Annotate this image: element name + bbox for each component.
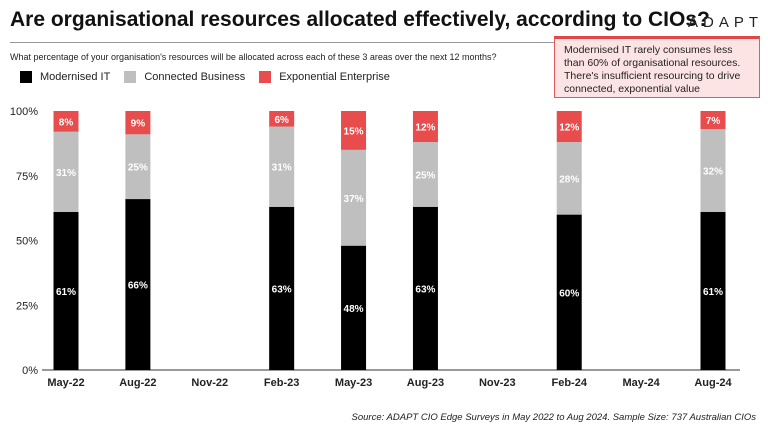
bar-segment (125, 199, 151, 370)
data-label: 63% (272, 284, 292, 295)
bar-segment (269, 206, 295, 370)
bar-segment (341, 111, 367, 150)
bar-segment (341, 245, 367, 370)
survey-question: What percentage of your organisation's r… (10, 52, 497, 62)
bar-segment (412, 111, 438, 143)
data-label: 66% (128, 281, 148, 292)
data-label: 9% (131, 119, 146, 130)
x-tick-label: Feb-23 (264, 377, 299, 389)
data-label: 32% (703, 167, 723, 178)
y-tick-label: 75% (16, 171, 38, 183)
legend-swatch (20, 71, 32, 83)
legend-label: Exponential Enterprise (279, 71, 390, 83)
data-label: 37% (344, 194, 364, 205)
bar-segment (125, 111, 151, 135)
x-tick-label: Nov-22 (191, 377, 228, 389)
x-tick-label: May-23 (335, 377, 372, 389)
bar-segment (53, 111, 79, 132)
bar-segment (125, 134, 151, 200)
x-tick-label: May-24 (622, 377, 660, 389)
bar-segment (412, 206, 438, 370)
bar-segment (700, 212, 726, 370)
bar-segment (556, 111, 582, 143)
data-label: 61% (703, 287, 723, 298)
legend-label: Connected Business (144, 71, 246, 83)
bar-segment (53, 212, 79, 370)
data-label: 7% (706, 116, 721, 127)
y-tick-label: 50% (16, 236, 38, 248)
y-tick-label: 0% (22, 365, 38, 377)
data-label: 31% (56, 168, 76, 179)
x-tick-label: Feb-24 (551, 377, 587, 389)
data-label: 61% (56, 287, 76, 298)
data-label: 60% (559, 288, 579, 299)
bar-segment (341, 149, 367, 246)
y-tick-label: 100% (10, 106, 38, 118)
x-tick-label: Aug-24 (694, 377, 732, 389)
legend-swatch (124, 71, 137, 83)
data-label: 48% (344, 304, 364, 315)
legend-swatch (259, 71, 272, 83)
legend-item: Modernised IT (20, 71, 110, 83)
x-tick-label: Nov-23 (479, 377, 516, 389)
x-tick-label: Aug-23 (407, 377, 444, 389)
data-label: 12% (559, 123, 579, 134)
bar-segment (556, 214, 582, 370)
page-title: Are organisational resources allocated e… (10, 8, 710, 31)
bar-segment (700, 111, 726, 130)
bar-segment (556, 142, 582, 215)
data-label: 8% (59, 117, 74, 128)
annotation-box: Modernised IT rarely consumes less than … (554, 36, 760, 98)
x-tick-label: Aug-22 (119, 377, 156, 389)
data-label: 63% (415, 284, 435, 295)
data-label: 25% (415, 170, 435, 181)
data-label: 6% (274, 115, 289, 126)
legend-item: Exponential Enterprise (259, 71, 390, 83)
legend-label: Modernised IT (40, 71, 111, 83)
data-label: 12% (415, 123, 435, 134)
y-tick-label: 25% (16, 300, 38, 312)
bar-segment (269, 111, 295, 127)
adapt-logo: ADAPT (688, 14, 764, 31)
bar-segment (53, 131, 79, 213)
legend-item: Connected Business (124, 71, 245, 83)
data-label: 15% (344, 126, 364, 137)
data-label: 31% (272, 163, 292, 174)
bar-segment (700, 129, 726, 213)
data-label: 28% (559, 174, 579, 185)
data-label: 25% (128, 163, 148, 174)
title-divider (10, 42, 562, 43)
bar-segment (269, 126, 295, 207)
source-note: Source: ADAPT CIO Edge Surveys in May 20… (351, 412, 756, 423)
legend: Modernised IT Connected Business Exponenti… (20, 71, 390, 83)
bar-segment (412, 142, 438, 207)
x-tick-label: May-22 (47, 377, 84, 389)
